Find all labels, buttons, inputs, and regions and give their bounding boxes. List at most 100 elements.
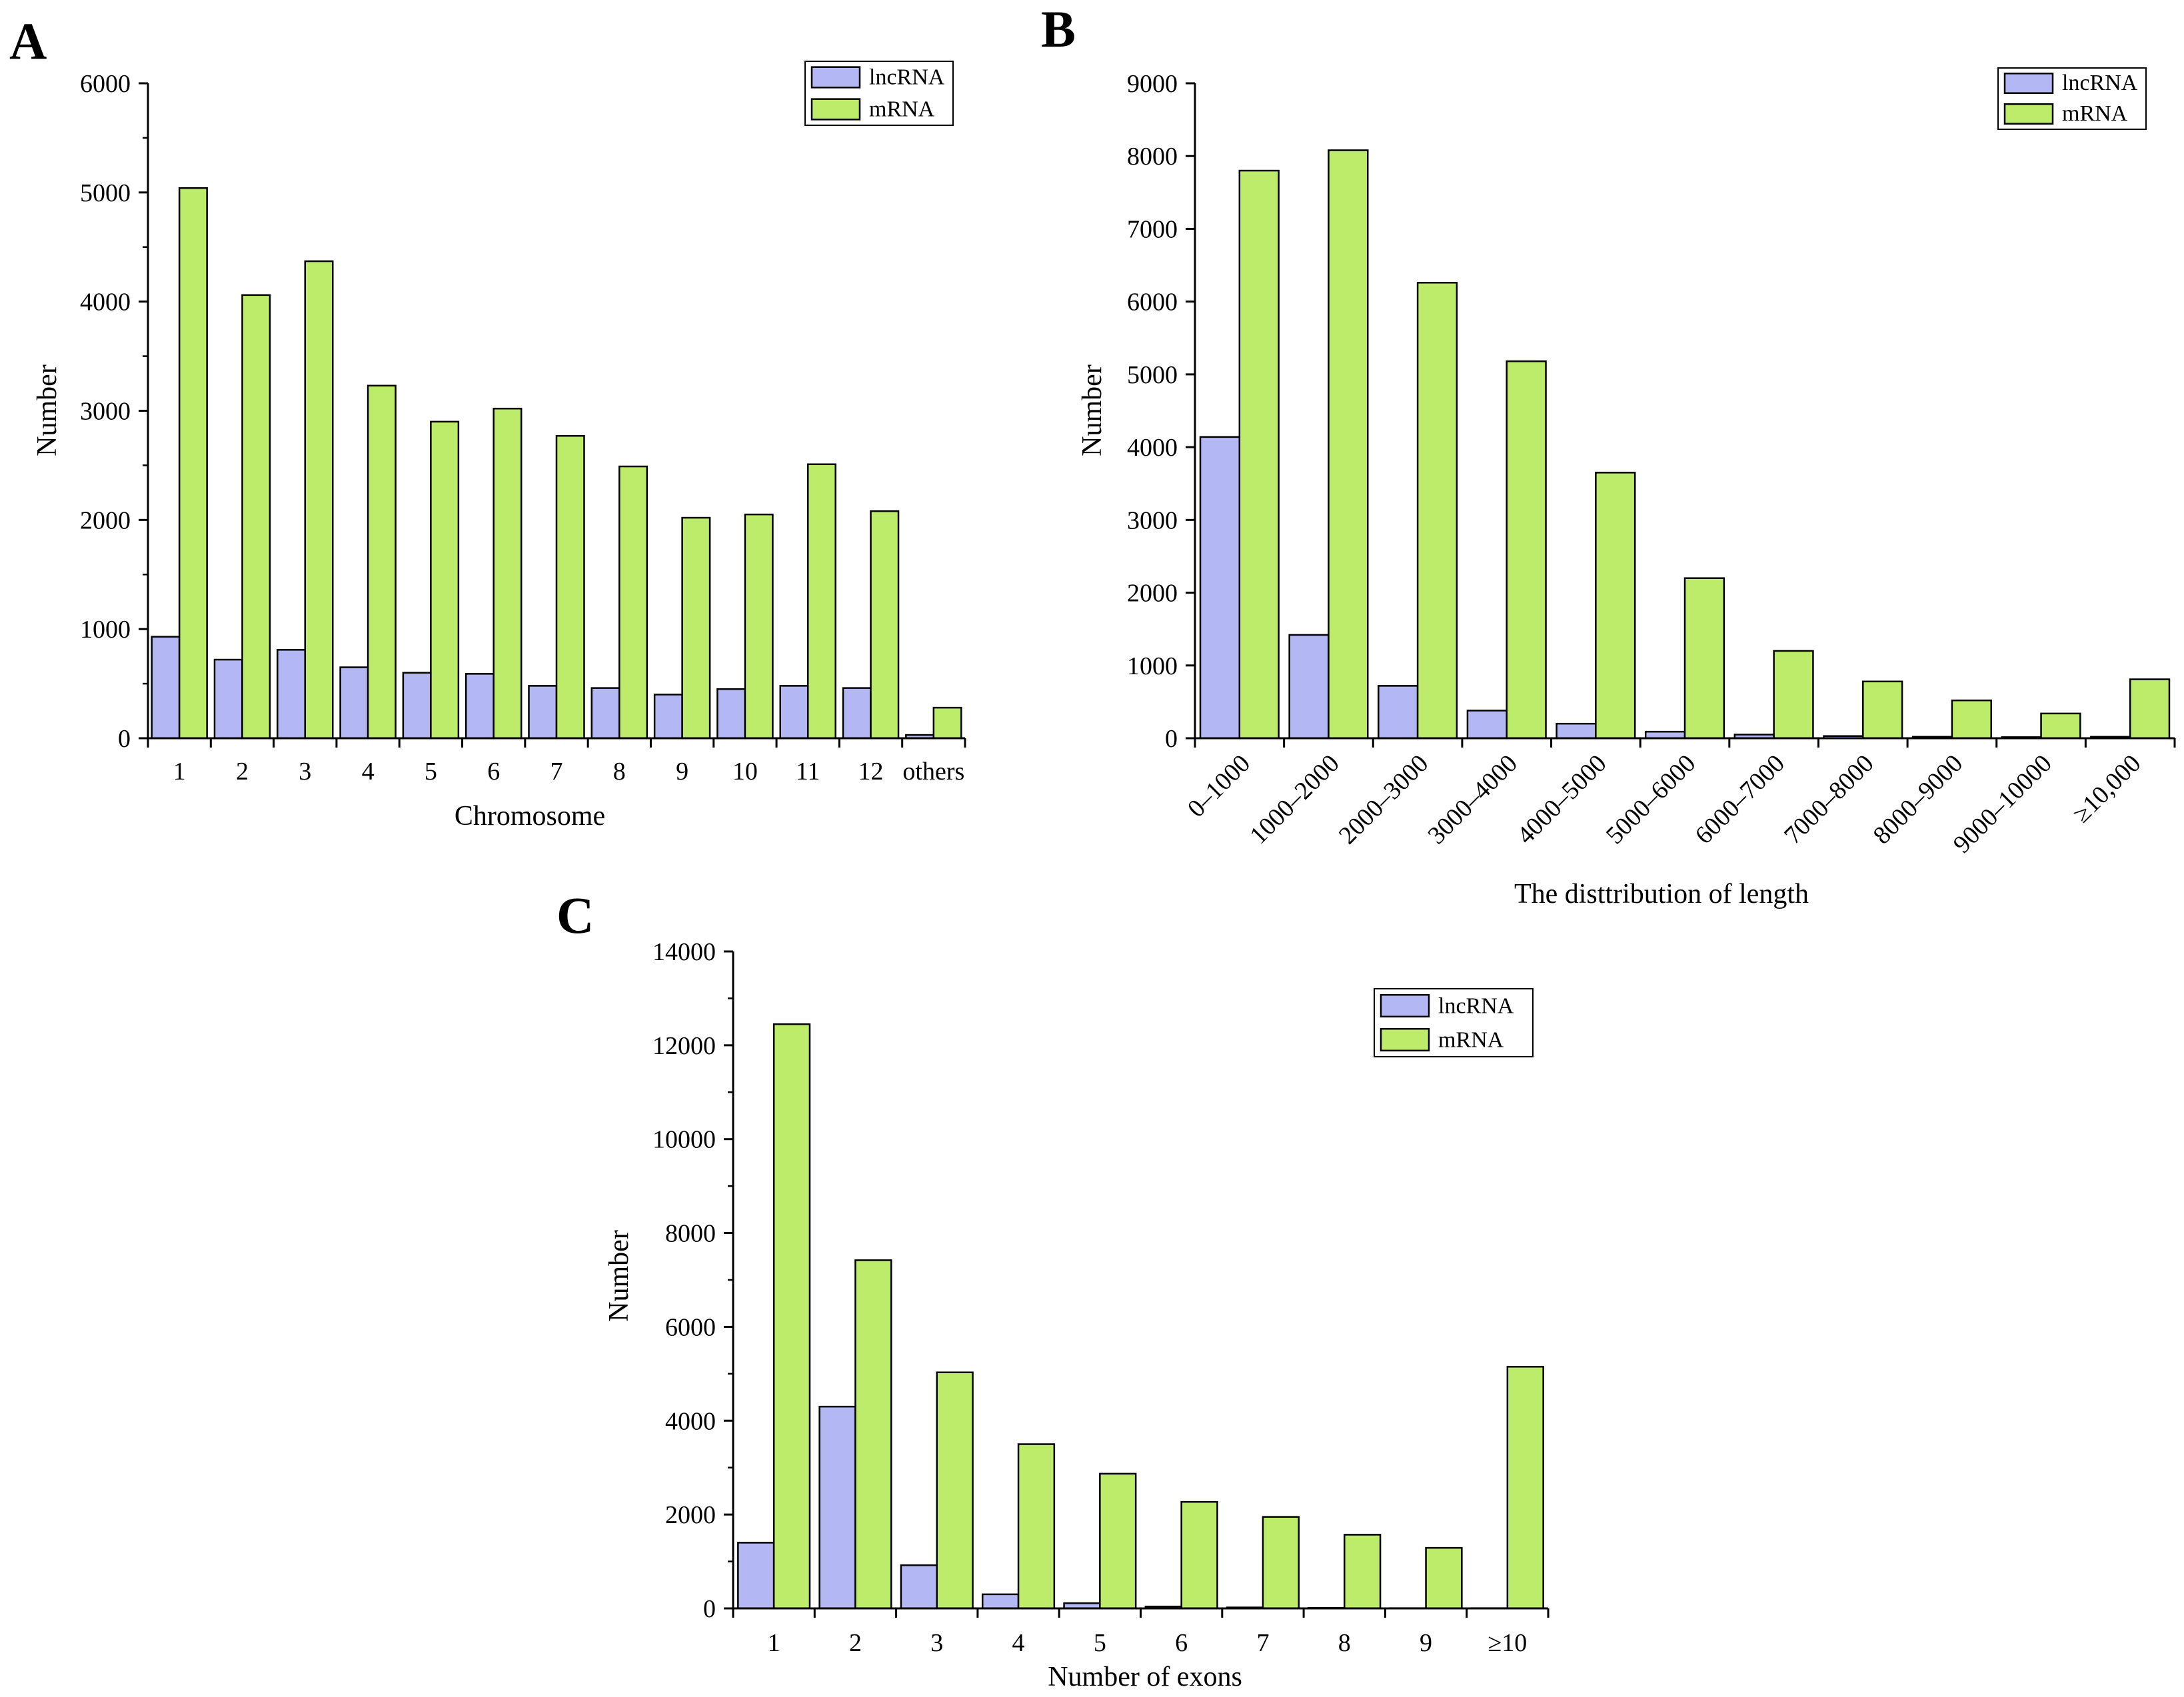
bar-lncrna-4 [1556, 722, 1597, 740]
bar-lncrna-1 [818, 1405, 856, 1610]
legend-label: mRNA [869, 97, 935, 122]
x-tick-label: 5 [1094, 1629, 1106, 1657]
x-tick-label: 8 [613, 758, 626, 786]
x-axis-title: The disttribution of length [1514, 879, 1809, 909]
bar-lncrna-3 [339, 666, 369, 740]
x-tick-label: 9 [1420, 1629, 1432, 1657]
y-tick-label: 3000 [80, 398, 131, 426]
bar-mrna-1 [854, 1259, 892, 1610]
bar-lncrna-4 [402, 672, 432, 740]
bar-lncrna-0 [737, 1542, 775, 1610]
bar-mrna-0 [178, 187, 208, 740]
y-tick-label: 9000 [1127, 70, 1178, 98]
legend-swatch-lncrna [810, 66, 861, 89]
x-axis-title: Number of exons [1048, 1662, 1242, 1692]
bar-lncrna-0 [151, 636, 181, 740]
bar-mrna-5 [1180, 1500, 1218, 1610]
y-tick-label: 1000 [80, 616, 131, 644]
panel-letter: C [556, 886, 594, 944]
panel-letter: A [9, 12, 47, 70]
bar-lncrna-8 [653, 694, 683, 740]
y-tick-label: 2000 [1127, 580, 1178, 608]
legend-swatch-mrna [810, 98, 861, 121]
bar-mrna-3 [1017, 1443, 1056, 1610]
x-tick-label: 1000–2000 [1244, 750, 1345, 850]
bar-lncrna-9 [716, 688, 746, 740]
x-tick-label: 3 [930, 1629, 943, 1657]
bar-mrna-4 [430, 420, 460, 740]
y-axis-title: Number [1077, 364, 1108, 456]
bar-lncrna-2 [900, 1564, 938, 1610]
bar-lncrna-3 [981, 1593, 1020, 1610]
bar-mrna-2 [304, 260, 334, 740]
y-tick-label: 5000 [1127, 361, 1178, 389]
y-axis-title: Number [32, 364, 63, 456]
legend-swatch-lncrna [1380, 993, 1430, 1018]
x-tick-label: 2 [849, 1629, 862, 1657]
x-tick-label: 2 [236, 758, 249, 786]
bar-mrna-3 [1506, 360, 1547, 740]
x-tick-label: 1 [768, 1629, 780, 1657]
x-tick-label: 3 [299, 758, 311, 786]
bar-mrna-11 [870, 510, 900, 740]
x-tick-label: 6000–7000 [1689, 750, 1790, 850]
x-tick-label: ≥10 [1488, 1629, 1527, 1657]
bar-lncrna-5 [465, 673, 495, 740]
y-tick-label: 2000 [80, 506, 131, 534]
y-axis-title: Number [604, 1230, 634, 1322]
bar-mrna-2 [936, 1371, 974, 1610]
x-tick-label: 7 [550, 758, 563, 786]
bar-lncrna-10 [779, 685, 809, 740]
y-tick-label: 0 [703, 1595, 716, 1623]
legend-label: lncRNA [1438, 994, 1514, 1019]
legend-label: mRNA [1438, 1028, 1504, 1053]
x-tick-label: 1 [173, 758, 186, 786]
y-tick-label: 6000 [80, 70, 131, 98]
panel-b: B 0 1000 2000 3000 4000 5000 6000 7000 8000 9000 0–… [1041, 0, 2176, 909]
bar-lncrna-2 [1378, 685, 1419, 740]
bar-mrna-1 [1328, 149, 1369, 740]
bar-mrna-9 [744, 513, 774, 740]
x-tick-label: 9 [676, 758, 688, 786]
y-tick-label: 7000 [1127, 215, 1178, 243]
legend-label: mRNA [2062, 101, 2128, 126]
x-tick-label: 5000–6000 [1601, 750, 1701, 850]
y-tick-label: 4000 [1127, 434, 1178, 462]
legend-label: lncRNA [2062, 71, 2138, 95]
bar-lncrna-7 [590, 687, 620, 740]
bar-mrna-7 [1862, 680, 1903, 740]
y-tick-label: 4000 [665, 1407, 716, 1435]
x-tick-label: 12 [858, 758, 884, 786]
legend-label: lncRNA [869, 65, 945, 90]
x-tick-label: 4 [1012, 1629, 1025, 1657]
y-tick-label: 0 [1165, 725, 1178, 753]
bar-mrna-5 [493, 407, 523, 740]
x-tick-label: 5 [425, 758, 437, 786]
bar-mrna-6 [1262, 1516, 1300, 1610]
y-tick-label: 8000 [665, 1220, 716, 1248]
bar-mrna-4 [1595, 472, 1636, 740]
bar-mrna-9 [1506, 1366, 1544, 1610]
x-tick-label: ≥10,000 [2067, 750, 2146, 828]
x-tick-label: others [902, 758, 964, 786]
y-tick-label: 6000 [665, 1313, 716, 1341]
bar-lncrna-1 [1288, 634, 1330, 740]
x-tick-label: 10 [732, 758, 758, 786]
panel-letter: B [1041, 0, 1076, 58]
bar-mrna-10 [806, 463, 836, 740]
bar-mrna-8 [681, 516, 711, 740]
bar-mrna-6 [1773, 650, 1814, 740]
x-tick-label: 8 [1338, 1629, 1351, 1657]
bar-mrna-12 [932, 706, 962, 740]
bar-lncrna-11 [842, 687, 872, 740]
x-tick-label: 2000–3000 [1334, 750, 1434, 850]
y-tick-label: 12000 [652, 1032, 716, 1060]
bar-mrna-10 [2129, 678, 2171, 740]
y-tick-label: 5000 [80, 179, 131, 207]
x-tick-label: 3000–4000 [1422, 750, 1523, 850]
bar-mrna-8 [1951, 699, 1992, 740]
bar-lncrna-1 [213, 658, 243, 740]
legend-swatch-mrna [1380, 1027, 1430, 1052]
